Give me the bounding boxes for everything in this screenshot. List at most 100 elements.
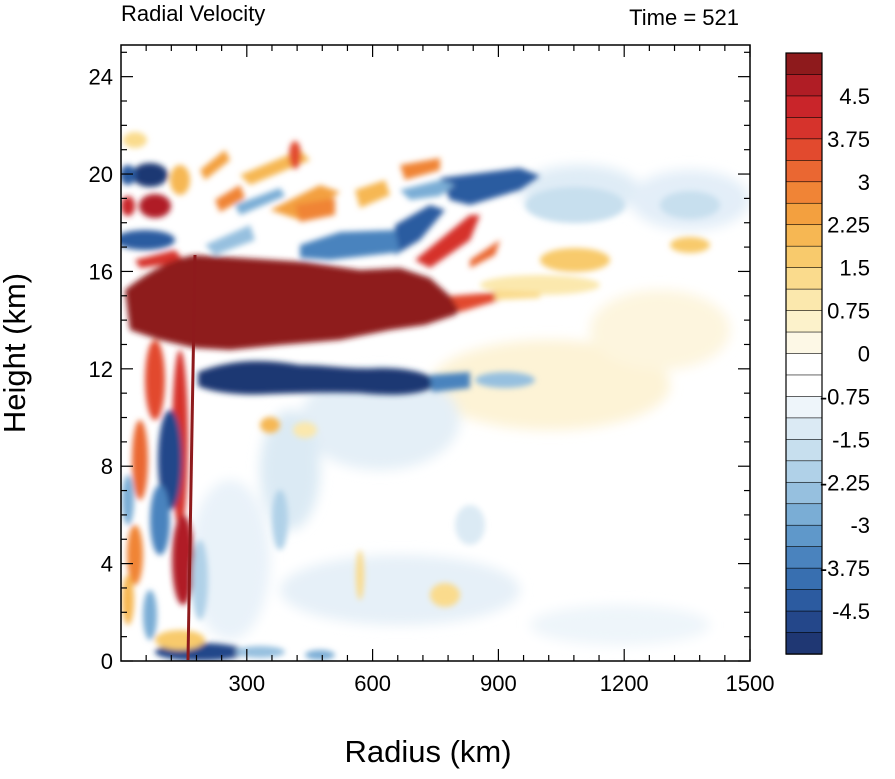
heatmap-blob xyxy=(525,187,625,223)
inflow-layer-edge xyxy=(430,372,470,392)
colorbar-swatch xyxy=(785,160,823,183)
colorbar-swatch xyxy=(785,95,823,119)
heatmap-blob xyxy=(430,583,460,607)
y-axis-label: Height (km) xyxy=(0,273,32,433)
heatmap-blob xyxy=(192,540,208,620)
x-tick-label: 900 xyxy=(480,671,517,696)
heatmap-blob xyxy=(121,165,136,185)
heatmap-blob xyxy=(270,185,340,220)
y-axis: 0 4 8 12 16 20 24 xyxy=(89,51,750,674)
chart-title-right: Time = 521 xyxy=(629,5,739,30)
y-tick-label: 8 xyxy=(101,454,113,479)
colorbar-swatch xyxy=(785,288,823,312)
y-tick-label: 4 xyxy=(101,552,113,577)
y-tick-label: 16 xyxy=(89,259,113,284)
heatmap-blob xyxy=(475,372,535,388)
colorbar-swatch xyxy=(785,417,823,441)
heatmap-blob xyxy=(300,230,400,260)
heatmap-blob xyxy=(132,163,168,187)
heatmap-blob xyxy=(170,165,190,195)
colorbar-swatch xyxy=(785,439,823,462)
colorbar-tick-label: 2.25 xyxy=(827,213,870,238)
colorbar-tick-label: -2.25 xyxy=(820,470,870,495)
heatmap-blob xyxy=(530,605,710,645)
colorbar-swatch xyxy=(785,138,823,162)
x-axis: 300 600 900 1200 1500 xyxy=(145,45,775,696)
eyewall-line xyxy=(186,254,197,661)
heatmap-blob xyxy=(670,237,710,253)
colorbar-tick-label: 1.5 xyxy=(839,256,870,281)
heatmap-blob xyxy=(150,485,170,555)
colorbar-swatch xyxy=(785,567,823,591)
heatmap-blob xyxy=(205,225,255,255)
structures xyxy=(121,132,720,661)
heatmap-blob xyxy=(155,630,205,650)
colorbar-tick-label: 4.5 xyxy=(839,84,870,109)
outflow-jet-fringe xyxy=(450,292,500,312)
colorbar xyxy=(785,52,823,655)
heatmap-blob xyxy=(143,590,157,640)
colorbar-tick-label: 0.75 xyxy=(827,299,870,324)
x-tick-label: 1500 xyxy=(726,671,775,696)
heatmap-blob xyxy=(272,490,288,550)
colorbar-swatch xyxy=(785,331,823,355)
heatmap-field xyxy=(121,132,750,661)
plot-frame xyxy=(120,44,751,662)
colorbar-swatch xyxy=(785,310,823,333)
colorbar-swatch xyxy=(785,481,823,505)
heatmap-blob xyxy=(293,422,317,438)
colorbar-swatch xyxy=(785,224,823,247)
y-tick-label: 20 xyxy=(89,162,113,187)
heatmap-blob xyxy=(400,158,440,180)
heatmap-blob xyxy=(235,188,285,215)
heatmap-blob xyxy=(540,248,610,272)
x-tick-label: 1200 xyxy=(600,671,649,696)
y-tick-label: 12 xyxy=(89,357,113,382)
heatmap-blob xyxy=(127,525,143,585)
colorbar-swatch xyxy=(785,52,823,76)
colorbar-tick-label: 3.75 xyxy=(827,127,870,152)
inflow-layer xyxy=(198,360,436,395)
x-tick-label: 600 xyxy=(354,671,391,696)
heatmap-blob xyxy=(200,150,230,180)
colorbar-tick-label: -1.5 xyxy=(832,427,870,452)
colorbar-swatch xyxy=(785,546,823,569)
heatmap-blob xyxy=(300,370,460,470)
colorbar-swatch xyxy=(785,589,823,612)
y-tick-label: 24 xyxy=(89,65,113,90)
colorbar-tick-label: -4.5 xyxy=(832,599,870,624)
colorbar-labels: 4.5 3.75 3 2.25 1.5 0.75 0 -0.75 -1.5 -2.25 -3 -3.7… xyxy=(820,84,870,624)
heatmap-blob xyxy=(158,410,182,510)
colorbar-swatch xyxy=(785,353,823,376)
colorbar-frame xyxy=(785,52,823,655)
heatmap-blob xyxy=(190,480,270,640)
colorbar-tick-label: -3 xyxy=(850,513,870,538)
y-tick-label: 0 xyxy=(101,649,113,674)
chart-title-left: Radial Velocity xyxy=(121,1,265,26)
colorbar-swatch xyxy=(785,503,823,526)
colorbar-swatch xyxy=(785,245,823,269)
colorbar-swatch xyxy=(785,117,823,140)
colorbar-swatch xyxy=(785,396,823,419)
heatmap-blob xyxy=(395,205,445,255)
heatmap-blob xyxy=(356,550,364,600)
heatmap-blob xyxy=(122,475,134,525)
colorbar-swatch xyxy=(785,267,823,290)
heatmap-blob xyxy=(415,215,480,268)
colorbar-tick-label: 3 xyxy=(858,170,870,195)
heatmap-blob xyxy=(121,230,175,250)
colorbar-tick-label: -0.75 xyxy=(820,384,870,409)
heatmap-blob xyxy=(470,240,500,268)
colorbar-swatch xyxy=(785,181,823,204)
colorbar-swatch xyxy=(785,374,823,398)
heatmap-blob xyxy=(145,340,165,420)
heatmap-blob xyxy=(590,290,730,370)
outflow-jet xyxy=(125,255,470,350)
colorbar-tick-label: 0 xyxy=(858,342,870,367)
outflow-jet-fringe xyxy=(495,290,540,300)
heatmap-blob xyxy=(305,650,335,660)
colorbar-swatch xyxy=(785,460,823,483)
heatmap-blob xyxy=(440,168,540,205)
